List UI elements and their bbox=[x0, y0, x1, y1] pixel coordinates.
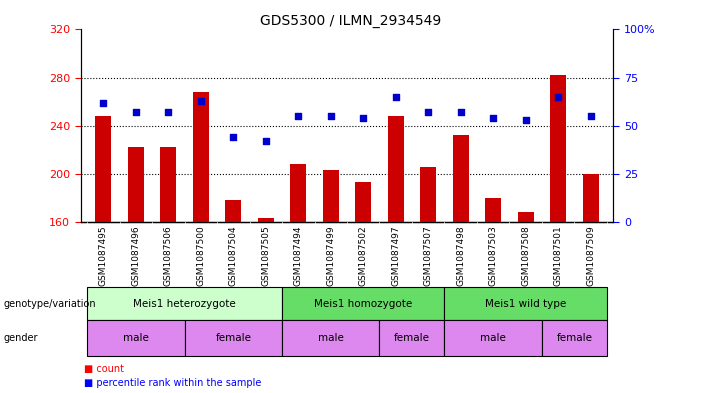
Point bbox=[195, 97, 206, 104]
Text: GSM1087500: GSM1087500 bbox=[196, 225, 205, 286]
Text: GSM1087501: GSM1087501 bbox=[554, 225, 563, 286]
Point bbox=[455, 109, 466, 116]
Text: GSM1087505: GSM1087505 bbox=[261, 225, 271, 286]
Point bbox=[163, 109, 174, 116]
Text: GSM1087499: GSM1087499 bbox=[326, 225, 335, 286]
Bar bbox=[193, 92, 209, 222]
Text: female: female bbox=[215, 333, 251, 343]
Text: male: male bbox=[318, 333, 343, 343]
Text: GSM1087509: GSM1087509 bbox=[586, 225, 595, 286]
Text: genotype/variation: genotype/variation bbox=[4, 299, 96, 309]
Point bbox=[292, 113, 304, 119]
Bar bbox=[87, 287, 282, 320]
Point bbox=[130, 109, 142, 116]
Text: Meis1 wild type: Meis1 wild type bbox=[485, 299, 566, 309]
Text: Meis1 homozygote: Meis1 homozygote bbox=[314, 299, 412, 309]
Bar bbox=[128, 147, 144, 222]
Point bbox=[423, 109, 434, 116]
Bar bbox=[225, 200, 241, 222]
Text: GSM1087506: GSM1087506 bbox=[164, 225, 173, 286]
Text: GSM1087494: GSM1087494 bbox=[294, 225, 303, 286]
Point bbox=[358, 115, 369, 121]
Text: GSM1087504: GSM1087504 bbox=[229, 225, 238, 286]
Bar bbox=[282, 287, 444, 320]
Text: GDS5300 / ILMN_2934549: GDS5300 / ILMN_2934549 bbox=[260, 14, 441, 28]
Point bbox=[325, 113, 336, 119]
Bar bbox=[542, 320, 607, 356]
Bar bbox=[444, 320, 542, 356]
Text: GSM1087496: GSM1087496 bbox=[131, 225, 140, 286]
Text: GSM1087495: GSM1087495 bbox=[99, 225, 108, 286]
Bar bbox=[444, 287, 607, 320]
Text: ■ count: ■ count bbox=[84, 364, 124, 375]
Bar bbox=[485, 198, 501, 222]
Text: Meis1 heterozygote: Meis1 heterozygote bbox=[133, 299, 236, 309]
Text: GSM1087498: GSM1087498 bbox=[456, 225, 465, 286]
Point bbox=[520, 117, 531, 123]
Text: ■ percentile rank within the sample: ■ percentile rank within the sample bbox=[84, 378, 261, 388]
Bar bbox=[420, 167, 436, 222]
Bar bbox=[161, 147, 177, 222]
Bar bbox=[453, 135, 469, 222]
Bar bbox=[95, 116, 111, 222]
Bar bbox=[583, 174, 599, 222]
Point bbox=[260, 138, 271, 144]
Point bbox=[552, 94, 564, 100]
Point bbox=[488, 115, 499, 121]
Bar bbox=[282, 320, 379, 356]
Bar bbox=[290, 164, 306, 222]
Bar bbox=[87, 320, 184, 356]
Text: GSM1087497: GSM1087497 bbox=[391, 225, 400, 286]
Text: male: male bbox=[480, 333, 506, 343]
Bar bbox=[517, 212, 533, 222]
Bar bbox=[355, 182, 372, 222]
Point bbox=[390, 94, 402, 100]
Text: female: female bbox=[394, 333, 430, 343]
Bar bbox=[379, 320, 444, 356]
Text: GSM1087502: GSM1087502 bbox=[359, 225, 368, 286]
Text: GSM1087507: GSM1087507 bbox=[423, 225, 433, 286]
Point bbox=[228, 134, 239, 140]
Text: GSM1087508: GSM1087508 bbox=[521, 225, 530, 286]
Point bbox=[97, 99, 109, 106]
Bar bbox=[388, 116, 404, 222]
Bar bbox=[258, 219, 274, 222]
Text: gender: gender bbox=[4, 333, 38, 343]
Bar bbox=[184, 320, 282, 356]
Text: GSM1087503: GSM1087503 bbox=[489, 225, 498, 286]
Bar bbox=[550, 75, 566, 222]
Text: female: female bbox=[557, 333, 592, 343]
Bar bbox=[322, 170, 339, 222]
Text: male: male bbox=[123, 333, 149, 343]
Point bbox=[585, 113, 597, 119]
